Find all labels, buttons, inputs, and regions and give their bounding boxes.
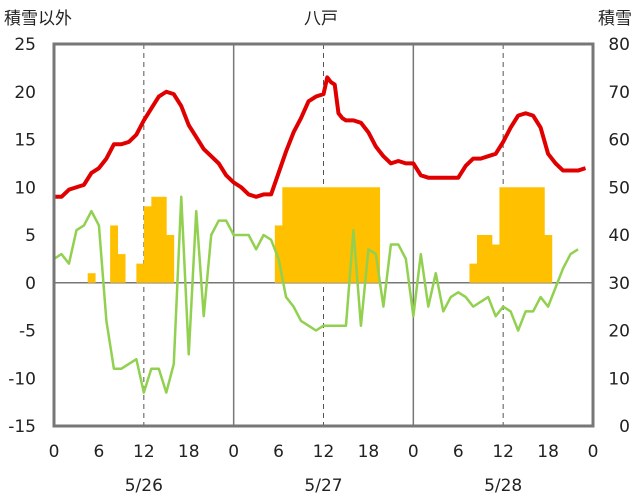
x-tick-label: 6 xyxy=(453,442,464,462)
right-tick-label: 40 xyxy=(608,226,630,246)
x-tick-label: 18 xyxy=(358,442,380,462)
precip-bar xyxy=(521,187,530,283)
left-tick-label: 5 xyxy=(25,226,36,246)
x-tick-label: 12 xyxy=(313,442,335,462)
left-tick-label: 0 xyxy=(25,274,36,294)
chart-title: 八戸 xyxy=(304,9,338,29)
precip-bar xyxy=(158,196,167,283)
left-tick-label: 10 xyxy=(14,178,36,198)
precip-bar xyxy=(304,187,313,283)
precip-bar xyxy=(87,273,96,283)
precip-bar xyxy=(372,187,381,283)
precip-bar xyxy=(166,235,175,283)
precip-bar xyxy=(514,187,523,283)
date-label: 5/26 xyxy=(125,476,163,496)
precip-bar xyxy=(364,187,373,283)
date-label: 5/27 xyxy=(304,476,342,496)
x-tick-label: 18 xyxy=(537,442,559,462)
right-tick-label: 10 xyxy=(608,369,630,389)
x-tick-label: 18 xyxy=(178,442,200,462)
precip-bar xyxy=(319,187,328,283)
precip-bar xyxy=(529,187,538,283)
left-tick-labels: 25 20 15 10 5 0 -5 -10 -15 xyxy=(8,35,36,437)
precip-bar xyxy=(506,187,515,283)
right-tick-label: 80 xyxy=(608,35,630,55)
right-tick-label: 0 xyxy=(619,417,630,437)
precip-bar xyxy=(342,187,351,283)
left-tick-label: -15 xyxy=(8,417,36,437)
right-tick-label: 50 xyxy=(608,178,630,198)
precip-bar xyxy=(499,187,508,283)
date-label: 5/28 xyxy=(484,476,522,496)
series-lines xyxy=(53,75,587,394)
plot-border xyxy=(52,42,595,428)
x-tick-label: 0 xyxy=(228,442,239,462)
right-tick-label: 30 xyxy=(608,274,630,294)
right-axis-title: 積雪 xyxy=(598,9,632,29)
precip-bar xyxy=(151,196,160,283)
precip-bar xyxy=(327,187,336,283)
precip-bar xyxy=(117,254,126,283)
x-tick-label: 0 xyxy=(408,442,419,462)
left-tick-label: 15 xyxy=(14,131,36,151)
precip-bar xyxy=(136,263,145,283)
precip-bar xyxy=(544,235,553,283)
plot-frame xyxy=(52,42,595,428)
precip-bar xyxy=(469,263,478,283)
x-tick-label: 6 xyxy=(273,442,284,462)
right-tick-label: 20 xyxy=(608,322,630,342)
x-tick-label: 0 xyxy=(588,442,599,462)
precip-bar xyxy=(476,235,485,283)
left-tick-label: -10 xyxy=(8,369,36,389)
precip-bar xyxy=(357,187,366,283)
snow-line xyxy=(54,75,587,199)
precip-bar xyxy=(143,206,152,283)
date-labels: 5/26 5/27 5/28 xyxy=(125,476,523,496)
precip-bar xyxy=(282,187,291,283)
precip-bar xyxy=(312,187,321,283)
precip-bar xyxy=(484,235,493,283)
x-tick-labels: 0 6 12 18 0 6 12 18 0 6 12 18 0 xyxy=(49,442,599,462)
right-tick-labels: 80 70 60 50 40 30 20 10 0 xyxy=(608,35,630,437)
x-tick-label: 12 xyxy=(133,442,155,462)
left-tick-label: 25 xyxy=(14,35,36,55)
precip-bar xyxy=(274,225,283,283)
precip-bar xyxy=(110,225,119,283)
precip-bars xyxy=(87,187,553,283)
precip-bar xyxy=(297,187,306,283)
precip-bar xyxy=(536,187,545,283)
x-tick-label: 12 xyxy=(492,442,514,462)
left-tick-label: 20 xyxy=(14,83,36,103)
x-tick-label: 0 xyxy=(49,442,60,462)
left-tick-label: -5 xyxy=(19,322,36,342)
x-tick-label: 6 xyxy=(94,442,105,462)
precip-bar xyxy=(491,244,500,283)
left-axis-title: 積雪以外 xyxy=(4,9,72,29)
temp-line xyxy=(53,195,579,394)
right-tick-label: 70 xyxy=(608,83,630,103)
precip-bar xyxy=(334,187,343,283)
precip-bar xyxy=(289,187,298,283)
right-tick-label: 60 xyxy=(608,131,630,151)
